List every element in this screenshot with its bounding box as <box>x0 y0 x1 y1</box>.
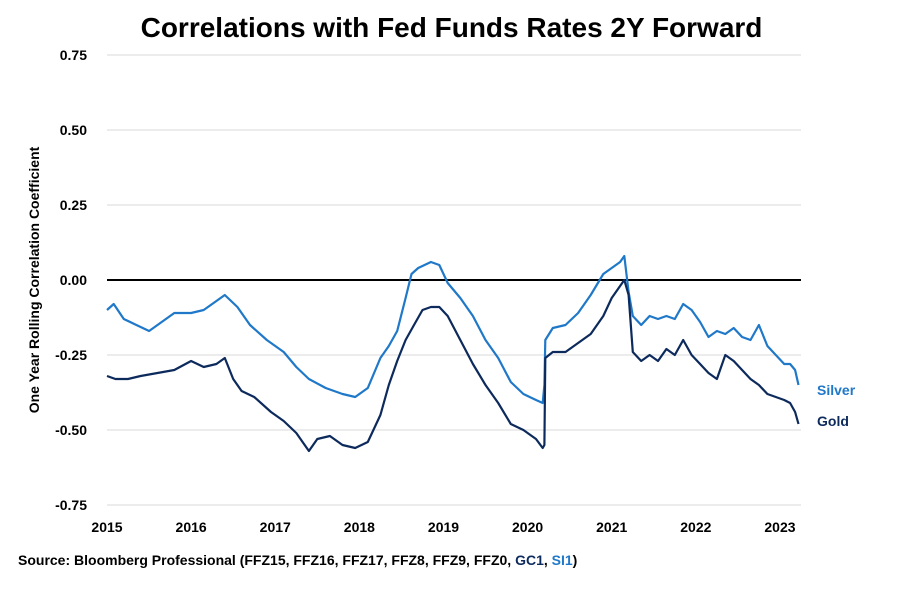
x-tick-label: 2018 <box>344 519 375 535</box>
x-tick-label: 2017 <box>260 519 291 535</box>
y-axis-label: One Year Rolling Correlation Coefficient <box>26 146 42 413</box>
y-tick-label: 0.75 <box>60 47 87 63</box>
x-tick-label: 2022 <box>680 519 711 535</box>
source-separator: , <box>543 552 552 568</box>
chart-title: Correlations with Fed Funds Rates 2Y For… <box>140 12 763 43</box>
series-labels: Silver Gold <box>817 382 856 429</box>
x-tick-label: 2019 <box>428 519 459 535</box>
source-gc1: GC1 <box>515 552 544 568</box>
source-si1: SI1 <box>551 552 573 568</box>
series-line-silver <box>106 254 800 405</box>
series-label-silver: Silver <box>817 382 856 398</box>
y-tick-label: -0.50 <box>55 422 87 438</box>
x-tick-label: 2015 <box>91 519 122 535</box>
x-tick-label: 2021 <box>596 519 627 535</box>
series-label-gold: Gold <box>817 413 849 429</box>
gridlines <box>107 54 801 506</box>
y-tick-label: 0.00 <box>60 272 87 288</box>
source-text: Source: Bloomberg Professional (FFZ15, F… <box>18 552 516 568</box>
x-tick-label: 2020 <box>512 519 543 535</box>
source-suffix: ) <box>572 552 578 568</box>
series-line-gold <box>106 278 800 453</box>
y-tick-label: 0.50 <box>60 122 87 138</box>
y-tick-label: -0.25 <box>55 347 87 363</box>
y-tick-labels: 0.75 0.50 0.25 0.00 -0.25 -0.50 -0.75 <box>55 47 87 513</box>
x-tick-label: 2016 <box>176 519 207 535</box>
y-tick-label: -0.75 <box>55 497 87 513</box>
x-tick-labels: 2015 2016 2017 2018 2019 2020 2021 2022 2023 <box>91 519 795 535</box>
y-tick-label: 0.25 <box>60 197 87 213</box>
source-note: Source: Bloomberg Professional (FFZ15, F… <box>18 552 577 568</box>
x-tick-label: 2023 <box>764 519 795 535</box>
series-lines <box>106 254 800 453</box>
